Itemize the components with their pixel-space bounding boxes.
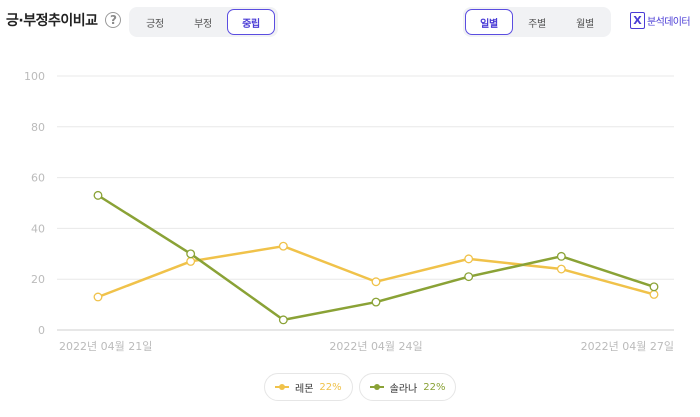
- excel-icon: X: [630, 12, 645, 29]
- x-tick-label: 2022년 04월 21일: [59, 339, 152, 353]
- data-point-series-1: [93, 292, 103, 302]
- data-point-series-2: [464, 272, 474, 282]
- tab-monthly[interactable]: 월별: [576, 18, 594, 30]
- period-toggle: 일별 주별 월별: [463, 7, 611, 37]
- chart-legend: 레몬 22% 솔라나 22%: [264, 373, 457, 401]
- x-tick-label: 2022년 04월 27일: [581, 339, 674, 353]
- legend-item-series-1[interactable]: 레몬 22%: [264, 373, 353, 401]
- legend-series-share: 22%: [319, 381, 342, 393]
- y-tick-label: 100: [24, 70, 45, 83]
- y-tick-label: 40: [31, 222, 45, 235]
- data-point-series-2: [278, 315, 288, 325]
- y-tick-label: 60: [31, 172, 45, 185]
- help-icon[interactable]: ?: [105, 12, 122, 28]
- page-title: 긍·부정추이비교: [6, 13, 98, 29]
- y-tick-label: 80: [31, 121, 45, 134]
- data-point-series-2: [556, 251, 566, 261]
- export-data-label: 분석데이터: [647, 17, 691, 28]
- y-tick-label: 0: [38, 324, 45, 337]
- data-point-series-2: [371, 297, 381, 307]
- export-data-button[interactable]: X 분석데이터: [630, 12, 691, 29]
- data-point-series-1: [186, 256, 196, 266]
- tab-positive[interactable]: 긍정: [146, 18, 164, 30]
- data-point-series-1: [556, 264, 566, 274]
- tab-negative[interactable]: 부정: [194, 18, 212, 30]
- x-tick-label: 2022년 04월 24일: [329, 339, 422, 353]
- tab-neutral[interactable]: 중립: [227, 9, 275, 35]
- tab-weekly[interactable]: 주별: [528, 18, 546, 30]
- sentiment-toggle: 긍정 부정 중립: [129, 7, 278, 37]
- data-point-series-1: [649, 289, 659, 299]
- legend-series-share: 22%: [423, 381, 446, 393]
- data-point-series-2: [649, 282, 659, 292]
- data-point-series-1: [464, 254, 474, 264]
- data-point-series-2: [186, 249, 196, 259]
- tab-daily[interactable]: 일별: [465, 9, 513, 35]
- legend-marker-icon: [275, 383, 289, 391]
- data-point-series-2: [93, 190, 103, 200]
- legend-series-name: 솔라나: [389, 383, 418, 395]
- data-point-series-1: [371, 277, 381, 287]
- y-tick-label: 20: [31, 273, 45, 286]
- series-line-1: [97, 244, 655, 299]
- legend-marker-icon: [369, 383, 384, 391]
- legend-item-series-2[interactable]: 솔라나 22%: [358, 373, 457, 401]
- data-point-series-1: [278, 241, 288, 251]
- title-area: 긍·부정추이비교 ?: [6, 10, 122, 30]
- legend-series-name: 레몬: [295, 383, 314, 395]
